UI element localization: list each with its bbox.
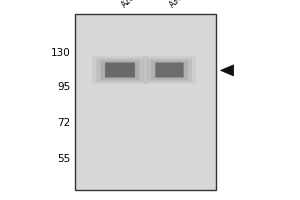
Text: A2058: A2058 bbox=[120, 0, 144, 9]
Text: 55: 55 bbox=[57, 154, 70, 164]
Text: 72: 72 bbox=[57, 118, 70, 128]
Polygon shape bbox=[220, 65, 234, 76]
FancyBboxPatch shape bbox=[147, 58, 192, 82]
FancyBboxPatch shape bbox=[96, 58, 144, 82]
FancyBboxPatch shape bbox=[143, 56, 196, 84]
FancyBboxPatch shape bbox=[151, 60, 188, 80]
Text: 130: 130 bbox=[51, 48, 70, 58]
Text: 95: 95 bbox=[57, 82, 70, 92]
FancyBboxPatch shape bbox=[155, 62, 184, 78]
FancyBboxPatch shape bbox=[105, 62, 135, 78]
Text: A375: A375 bbox=[168, 0, 188, 9]
Bar bbox=[75, 14, 216, 190]
FancyBboxPatch shape bbox=[100, 60, 140, 80]
FancyBboxPatch shape bbox=[92, 56, 148, 84]
FancyBboxPatch shape bbox=[105, 63, 135, 77]
FancyBboxPatch shape bbox=[155, 63, 184, 77]
